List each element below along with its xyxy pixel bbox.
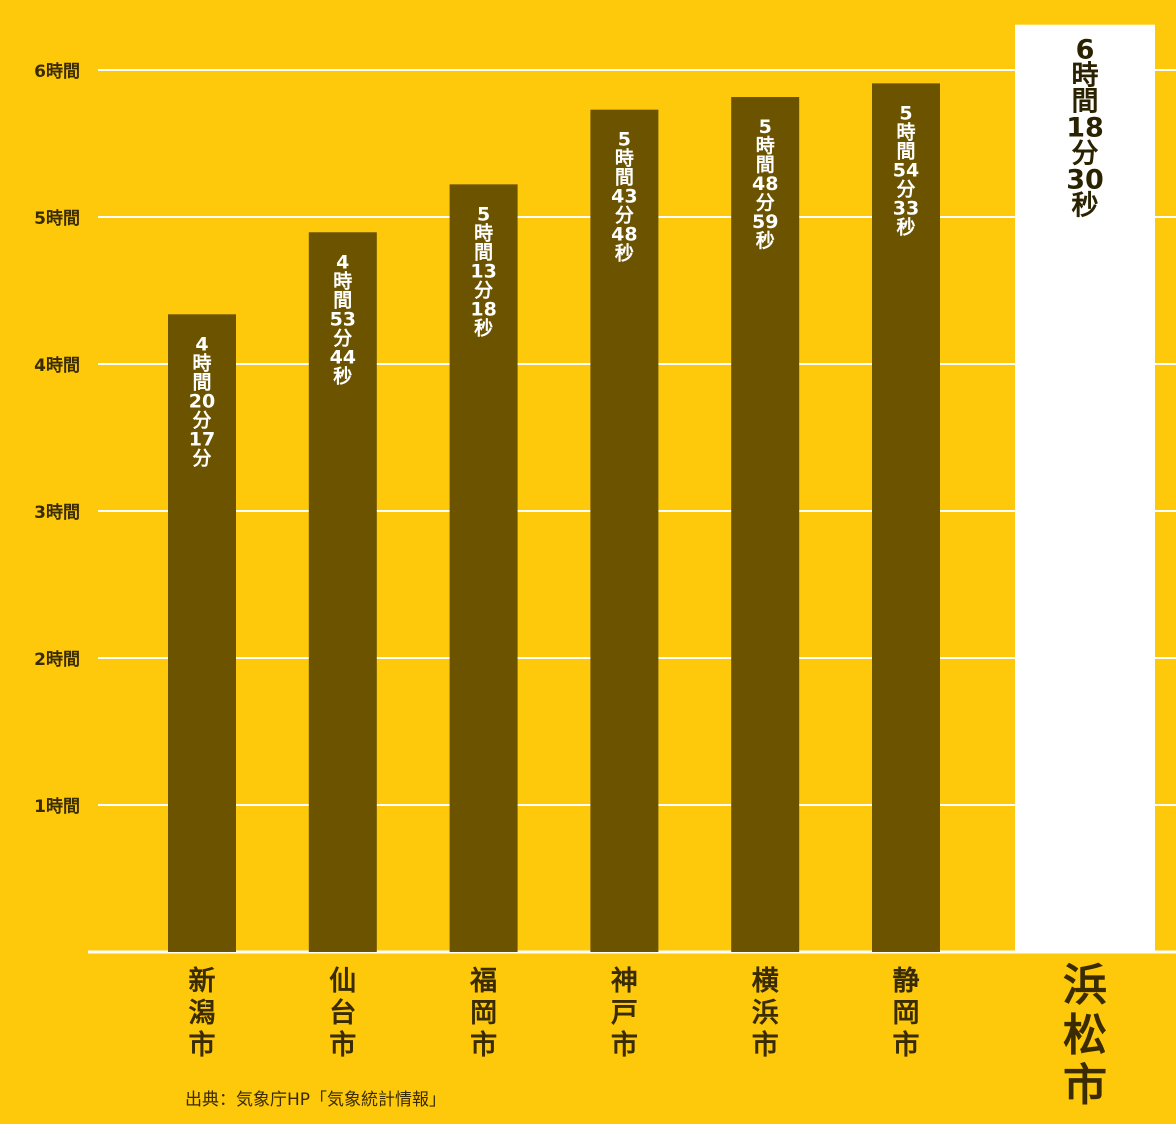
source-note: 出典：気象庁HP「気象統計情報」 [185,1090,446,1110]
bar [308,232,377,952]
bar [590,109,659,952]
value-label: 4 時間 53 分 44 秒 [330,251,356,387]
bar [872,83,940,953]
value-label: 5 時間 54 分 33 秒 [893,102,919,238]
bar [731,97,800,953]
value-label: 5 時間 43 分 48 秒 [611,128,637,264]
x-tick-label: 福岡市 [469,966,497,1061]
y-tick-label: 6時間 [34,61,80,82]
y-tick-label: 2時間 [34,649,80,670]
y-tick-label: 5時間 [34,208,80,229]
value-label: 5 時間 13 分 18 秒 [470,203,496,339]
x-tick-label: 新潟市 [189,965,216,1061]
x-tick-label: 横浜市 [752,966,779,1061]
x-tick-label: 仙台市 [329,966,356,1061]
value-label: 5 時間 48 分 59 秒 [752,116,778,252]
x-tick-label: 神戸市 [611,966,638,1061]
x-tick-label: 浜松市 [1063,960,1107,1111]
y-tick-label: 1時間 [34,796,80,817]
bar [168,314,236,952]
y-tick-label: 3時間 [34,502,80,523]
x-tick-label: 静岡市 [893,966,920,1061]
bar [449,184,518,953]
value-label: 6 時間 18 分 30 秒 [1066,34,1104,221]
value-label: 4 時間 20 分 17 分 [189,333,215,469]
bar [1015,24,1155,953]
y-tick-label: 4時間 [34,355,80,376]
